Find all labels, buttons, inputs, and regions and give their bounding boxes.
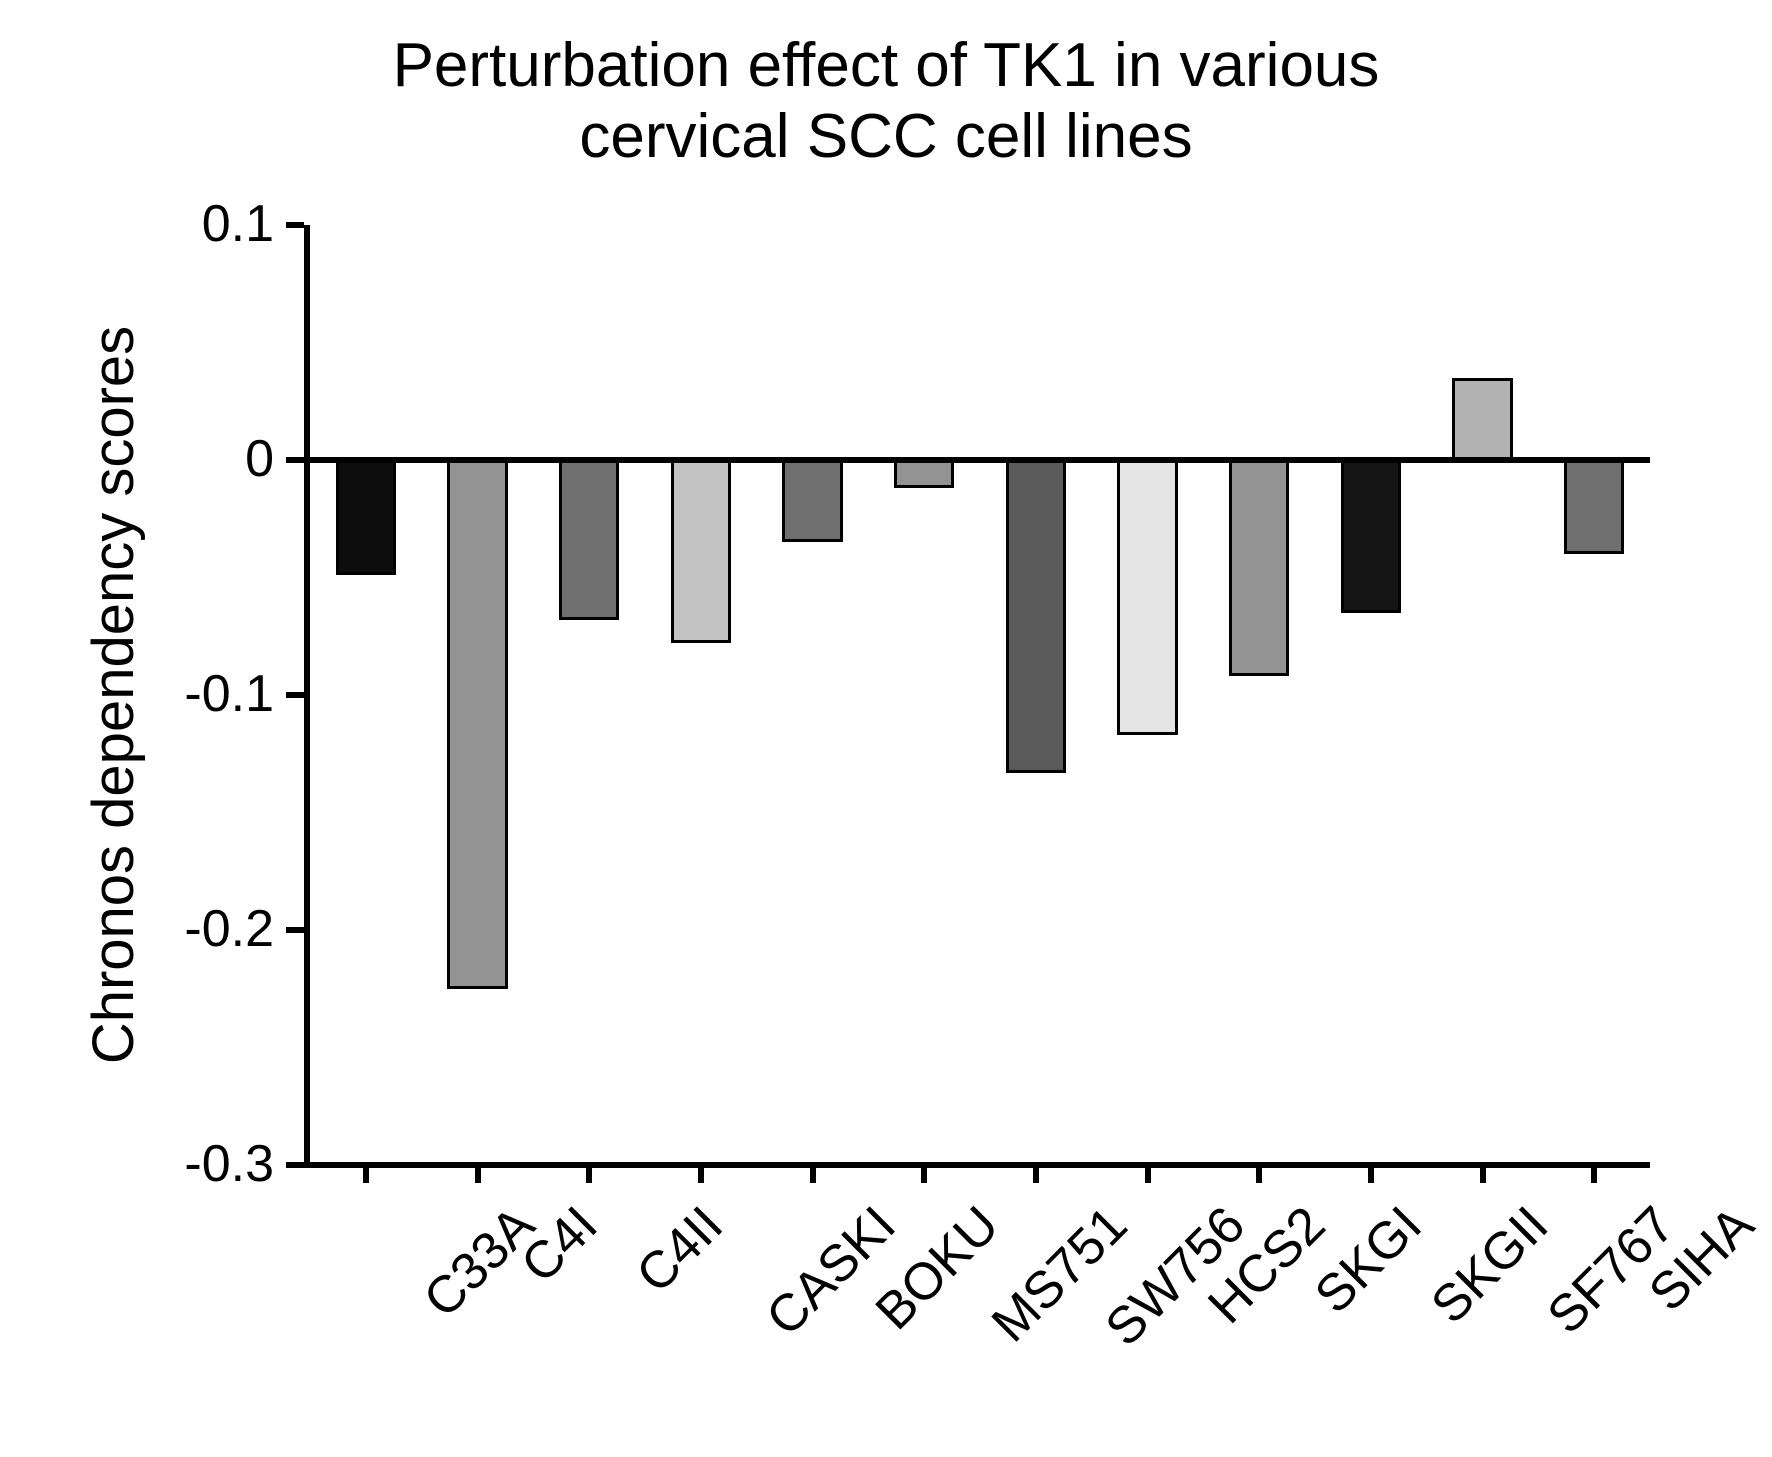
- bar: [782, 460, 842, 542]
- x-category-label: C4II: [625, 1195, 735, 1305]
- x-category-label: C4I: [509, 1195, 609, 1295]
- bar: [1229, 460, 1289, 676]
- x-tick: [475, 1165, 481, 1183]
- bar: [1006, 460, 1066, 773]
- plot-area: 0.10-0.1-0.2-0.3C33AC4IC4IICASKIBOKUMS75…: [310, 225, 1650, 1165]
- x-baseline: [304, 1162, 1650, 1168]
- x-tick: [921, 1165, 927, 1183]
- y-tick: [286, 222, 304, 228]
- x-tick: [586, 1165, 592, 1183]
- y-tick: [286, 457, 304, 463]
- x-tick: [1368, 1165, 1374, 1183]
- y-axis-line: [304, 225, 310, 1165]
- bar: [1564, 460, 1624, 554]
- x-tick: [810, 1165, 816, 1183]
- chart-stage: Perturbation effect of TK1 in various ce…: [0, 0, 1772, 1457]
- x-tick: [1256, 1165, 1262, 1183]
- y-axis-label: Chronos dependency scores: [80, 225, 147, 1165]
- y-tick: [286, 1162, 304, 1168]
- bar: [447, 460, 507, 989]
- y-tick: [286, 692, 304, 698]
- bar: [1341, 460, 1401, 613]
- chart-title: Perturbation effect of TK1 in various ce…: [0, 30, 1772, 173]
- x-tick: [698, 1165, 704, 1183]
- x-category-label: CASKI: [755, 1195, 908, 1348]
- bar: [559, 460, 619, 620]
- x-tick: [1145, 1165, 1151, 1183]
- x-tick: [1480, 1165, 1486, 1183]
- bar: [1117, 460, 1177, 735]
- x-tick: [363, 1165, 369, 1183]
- bar: [1452, 378, 1512, 460]
- x-category-label: SKGI: [1304, 1195, 1434, 1325]
- x-tick: [1033, 1165, 1039, 1183]
- bar: [671, 460, 731, 643]
- bar: [336, 460, 396, 575]
- x-category-label: SKGII: [1419, 1195, 1560, 1336]
- y-tick: [286, 927, 304, 933]
- bar: [894, 460, 954, 488]
- x-tick: [1591, 1165, 1597, 1183]
